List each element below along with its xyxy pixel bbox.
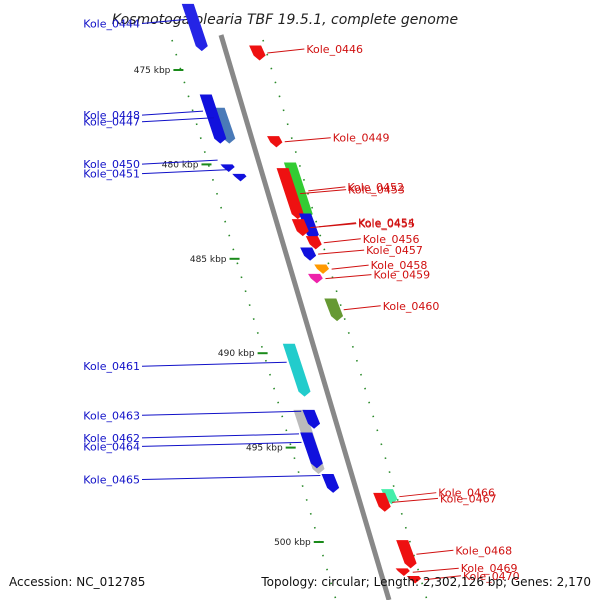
leader-line-6 — [141, 169, 230, 175]
tick-label-2: 485 kbp — [190, 255, 227, 265]
leader-line-4 — [284, 137, 331, 143]
gene-kole-0448[interactable] — [199, 94, 227, 144]
gene-kole-0457[interactable] — [300, 247, 317, 261]
gene-label-kole-0448[interactable]: Kole_0448 — [83, 109, 140, 122]
gene-label-kole-0446[interactable]: Kole_0446 — [306, 43, 363, 56]
tick-label-0: 475 kbp — [134, 66, 171, 76]
left-gene-layer — [181, 3, 340, 493]
leader-line-24 — [412, 567, 459, 573]
tick-label-1: 480 kbp — [162, 160, 199, 170]
right-guide-line — [262, 39, 428, 600]
leader-line-23 — [416, 549, 454, 555]
gene-label-kole-0469[interactable]: Kole_0469 — [461, 562, 518, 575]
tick-layer: 475 kbp 480 kbp 485 kbp 490 kbp 495 kbp 500 k… — [134, 66, 324, 548]
accession-text: Accession: NC_012785 — [9, 575, 145, 589]
map-title: Kosmotoga olearia TBF 19.5.1, complete g… — [112, 12, 458, 28]
leader-line-2 — [141, 117, 214, 123]
gene-kole-0468[interactable] — [396, 540, 417, 569]
gene-label-kole-0450[interactable]: Kole_0450 — [83, 158, 140, 171]
gene-kole-0461[interactable] — [282, 343, 311, 397]
gene-kole-0460[interactable] — [324, 298, 344, 322]
leader-line-25 — [423, 575, 462, 581]
gene-label-kole-0464[interactable]: Kole_0464 — [83, 440, 140, 453]
leader-line-11 — [323, 238, 361, 244]
gene-kole-0446[interactable] — [249, 45, 266, 61]
gene-label-kole-0459[interactable]: Kole_0459 — [373, 269, 430, 282]
leader-line-20 — [141, 474, 321, 480]
leader-line-16 — [141, 361, 287, 367]
gene-kole-0453[interactable] — [276, 168, 304, 220]
gene-label-kole-0457[interactable]: Kole_0457 — [366, 244, 423, 257]
gene-label-kole-0462[interactable]: Kole_0462 — [83, 432, 140, 445]
gene-kole-0451[interactable] — [232, 173, 247, 182]
gene-kole-0455[interactable] — [291, 219, 309, 237]
leader-line-7 — [308, 186, 346, 192]
leader-line-0 — [141, 19, 185, 25]
gene-label-kole-0466[interactable]: Kole_0466 — [438, 487, 495, 500]
gene-label-kole-0458[interactable]: Kole_0458 — [371, 259, 428, 272]
gene-label-kole-0460[interactable]: Kole_0460 — [383, 300, 440, 313]
gene-kole-0456[interactable] — [305, 236, 322, 250]
gene-label-kole-0456[interactable]: Kole_0456 — [363, 233, 420, 246]
gene-label-kole-0452[interactable]: Kole_0452 — [347, 181, 404, 194]
gene-label-kole-0455[interactable]: Kole_0455 — [358, 218, 415, 231]
gene-label-kole-0463[interactable]: Kole_0463 — [83, 409, 140, 422]
gene-kole-0450[interactable] — [220, 164, 235, 172]
genome-summary-text: Topology: circular; Length: 2,302,126 bp… — [260, 575, 591, 589]
leader-line-17 — [141, 433, 300, 439]
gene-label-kole-0465[interactable]: Kole_0465 — [83, 473, 140, 486]
tick-label-3: 490 kbp — [218, 349, 255, 359]
leader-line-18 — [141, 410, 302, 416]
gene-kole-0465[interactable] — [321, 474, 340, 493]
left-guide-line — [171, 39, 337, 600]
gene-kole-0467[interactable] — [373, 492, 391, 512]
tick-label-5: 500 kbp — [274, 538, 311, 548]
gene-label-kole-0449[interactable]: Kole_0449 — [333, 132, 390, 145]
gene-label-kole-0467[interactable]: Kole_0467 — [440, 492, 497, 505]
gene-kole-0458[interactable] — [314, 264, 330, 274]
gene-label-kole-0444[interactable]: Kole_0444 — [83, 18, 140, 31]
leader-line-21 — [399, 492, 437, 498]
gene-label-kole-0451[interactable]: Kole_0451 — [83, 168, 140, 181]
leader-line-19 — [141, 441, 302, 447]
genome-backbone — [218, 34, 392, 600]
gene-label-kole-0461[interactable]: Kole_0461 — [83, 360, 140, 373]
right-gene-layer — [249, 45, 422, 584]
leader-line-3 — [141, 110, 204, 116]
gene-label-kole-0454[interactable]: Kole_0454 — [358, 217, 415, 230]
leader-line-1 — [267, 48, 305, 54]
leader-line-22 — [391, 497, 439, 503]
leader-line-13 — [331, 264, 369, 270]
leader-line-15 — [343, 305, 381, 311]
leader-line-8 — [300, 189, 347, 195]
gene-kole-0459[interactable] — [308, 273, 323, 284]
gene-kole-0470[interactable] — [406, 575, 422, 584]
leader-line-12 — [318, 249, 365, 255]
tick-label-4: 495 kbp — [246, 444, 283, 454]
gene-kole-0469[interactable] — [395, 568, 410, 576]
leader-line-10 — [310, 223, 357, 229]
gene-label-kole-0447[interactable]: Kole_0447 — [83, 116, 140, 129]
gene-label-kole-0468[interactable]: Kole_0468 — [455, 544, 512, 557]
leader-line-14 — [325, 274, 372, 280]
gene-kole-0463[interactable] — [302, 409, 321, 429]
gene-kole-0449[interactable] — [267, 136, 283, 148]
gene-kole-0464[interactable] — [300, 432, 323, 469]
gene-label-kole-0470[interactable]: Kole_0470 — [463, 570, 520, 583]
gene-kole-0444[interactable] — [181, 3, 208, 52]
gene-label-kole-0453[interactable]: Kole_0453 — [348, 184, 405, 197]
leader-line-5 — [141, 159, 218, 165]
